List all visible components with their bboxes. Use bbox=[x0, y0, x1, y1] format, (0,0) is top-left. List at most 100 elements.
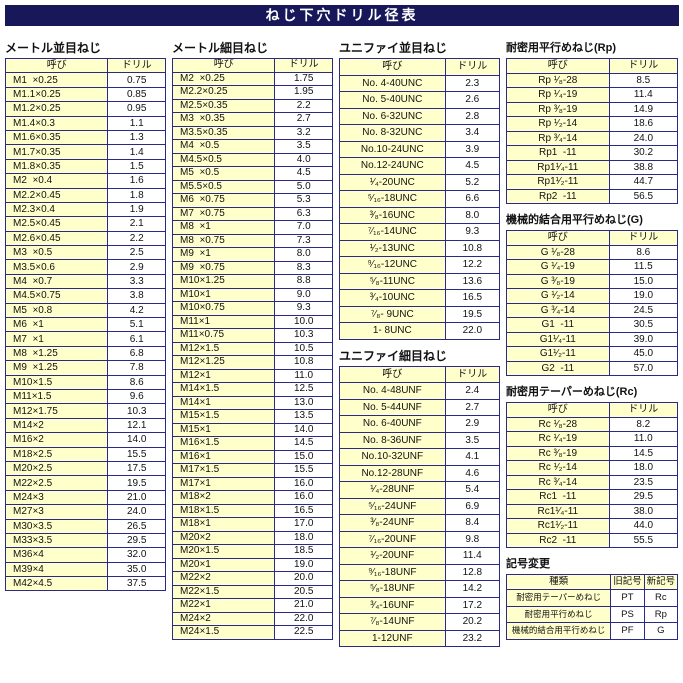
drill-cell: 2.4 bbox=[444, 382, 501, 400]
table-row: M20×1.5 18.5 bbox=[171, 544, 333, 559]
designation-cell: M6 ×0.75 bbox=[171, 193, 276, 208]
drill-cell: 10.0 bbox=[274, 314, 333, 329]
drill-cell: 12.2 bbox=[444, 256, 501, 274]
table-row: Rc1¹⁄₄-11 38.0 bbox=[506, 503, 679, 519]
drill-cell: 19.5 bbox=[107, 475, 166, 491]
table-row: M5.5×0.5 5.0 bbox=[171, 179, 333, 194]
designation-cell: Rp ¹⁄₈-28 bbox=[506, 72, 610, 88]
drill-cell: 37.5 bbox=[107, 576, 166, 592]
designation-cell: M24×2 bbox=[171, 611, 276, 626]
designation-cell: M5.5×0.5 bbox=[171, 179, 276, 194]
table-row: M15×1.5 13.5 bbox=[171, 409, 333, 424]
table-row: 耐密用平行めねじ PS Rp bbox=[505, 605, 679, 623]
table-row: ¹⁄₄-28UNF 5.4 bbox=[339, 481, 501, 499]
table-row: Rc1¹⁄₂-11 44.0 bbox=[506, 518, 679, 534]
drill-cell: 4.1 bbox=[444, 448, 501, 466]
designation-cell: M1.4×0.3 bbox=[4, 115, 109, 131]
drill-cell: 14.5 bbox=[608, 445, 679, 461]
drill-cell: 3.8 bbox=[107, 288, 166, 304]
drill-cell: 16.5 bbox=[274, 503, 333, 518]
drill-cell: 10.8 bbox=[444, 239, 501, 257]
rc-table: 呼び ドリル Rc ¹⁄₈-28 8.2 Rc ¹⁄₄-19 11.0 Rc ³⁄₈-19 1… bbox=[506, 402, 679, 548]
table-row: M6 ×1 5.1 bbox=[4, 317, 166, 333]
table-row: 1- 8UNC 22.0 bbox=[339, 322, 501, 340]
drill-cell: 10.8 bbox=[274, 355, 333, 370]
designation-cell: M22×2 bbox=[171, 571, 276, 586]
table-row: M10×1.5 8.6 bbox=[4, 374, 166, 390]
designation-cell: M30×3.5 bbox=[4, 518, 109, 534]
drill-cell: 17.5 bbox=[107, 460, 166, 477]
designation-cell: Rp1¹⁄₄-11 bbox=[506, 159, 610, 175]
drill-cell: 20.0 bbox=[274, 571, 333, 586]
table-row: M14×1 13.0 bbox=[171, 395, 333, 410]
designation-cell: No. 8-32UNC bbox=[339, 124, 446, 142]
designation-cell: Rc2 -11 bbox=[506, 532, 610, 548]
table-row: M16×1 15.0 bbox=[171, 449, 333, 464]
designation-cell: Rc1 -11 bbox=[506, 489, 610, 505]
column-header: 旧記号 bbox=[610, 574, 645, 590]
table-row: M2 ×0.25 1.75 bbox=[171, 71, 333, 86]
table-row: M7 ×0.75 6.3 bbox=[171, 206, 333, 221]
designation-cell: M2 ×0.25 bbox=[171, 71, 276, 86]
drill-cell: 19.5 bbox=[444, 305, 501, 323]
designation-cell: ¹⁄₂-20UNF bbox=[339, 547, 446, 565]
drill-cell: 8.6 bbox=[107, 374, 166, 390]
column-header: 呼び bbox=[506, 58, 610, 74]
table-row: M18×2.5 15.5 bbox=[4, 446, 166, 462]
designation-cell: Rc ¹⁄₄-19 bbox=[506, 431, 610, 447]
drill-cell: 8.8 bbox=[274, 274, 333, 289]
drill-cell: 45.0 bbox=[608, 346, 679, 362]
table-row: M12×1.25 10.8 bbox=[171, 355, 333, 370]
drill-cell: 8.0 bbox=[444, 206, 501, 224]
table-row: M24×1.5 22.5 bbox=[171, 625, 333, 640]
table-row: M24×3 21.0 bbox=[4, 489, 166, 506]
drill-cell: 20.2 bbox=[444, 613, 501, 631]
table-row: M1.6×0.35 1.3 bbox=[4, 129, 166, 146]
table-row: M16×2 14.0 bbox=[4, 432, 166, 448]
designation-cell: M22×1.5 bbox=[171, 584, 276, 599]
designation-cell: Rp ³⁄₈-19 bbox=[506, 101, 610, 117]
table-row: M1.4×0.3 1.1 bbox=[4, 115, 166, 131]
designation-cell: M10×1.25 bbox=[171, 274, 276, 289]
column-header: 呼び bbox=[506, 230, 610, 246]
drill-cell: 16.0 bbox=[274, 490, 333, 505]
designation-cell: M9 ×1.25 bbox=[4, 360, 109, 376]
unified-fine-table: 呼び ドリル No. 4-48UNF 2.4 No. 5-44UNF 2.7 No. 6-4… bbox=[339, 365, 501, 648]
designation-cell: No.10-24UNC bbox=[339, 140, 446, 158]
drill-cell: 44.7 bbox=[608, 174, 679, 190]
designation-cell: M24×3 bbox=[4, 489, 109, 506]
table-row: M9 ×0.75 8.3 bbox=[171, 260, 333, 275]
designation-cell: M11×1.5 bbox=[4, 388, 109, 405]
designation-cell: M10×0.75 bbox=[171, 301, 276, 316]
designation-cell: M7 ×1 bbox=[4, 331, 109, 347]
designation-cell: ⁵⁄₁₆-24UNF bbox=[339, 497, 446, 515]
designation-cell: M14×1 bbox=[171, 395, 276, 410]
drill-cell: 2.8 bbox=[444, 107, 501, 125]
table-row: Rc ¹⁄₈-28 8.2 bbox=[506, 416, 679, 432]
designation-cell: ⁹⁄₁₆-12UNC bbox=[339, 256, 446, 274]
designation-cell: No. 6-40UNF bbox=[339, 415, 446, 433]
table-row: Rp2 -11 56.5 bbox=[506, 188, 679, 204]
designation-cell: M24×1.5 bbox=[171, 625, 276, 640]
table-row: M10×1 9.0 bbox=[171, 287, 333, 302]
drill-cell: 1.1 bbox=[107, 115, 166, 131]
table-row: M18×2 16.0 bbox=[171, 490, 333, 505]
designation-cell: M20×2.5 bbox=[4, 460, 109, 477]
table-row: M2.2×0.25 1.95 bbox=[171, 85, 333, 100]
table-row: M42×4.5 37.5 bbox=[4, 576, 166, 592]
table-row: ⁹⁄₁₆-12UNC 12.2 bbox=[339, 256, 501, 274]
section-title-unified-coarse: ユニファイ並目ねじ bbox=[339, 41, 448, 55]
column-header: 種類 bbox=[505, 574, 612, 590]
drill-cell: 7.8 bbox=[107, 360, 166, 376]
table-row: No. 4-48UNF 2.4 bbox=[339, 382, 501, 400]
designation-cell: Rp1¹⁄₂-11 bbox=[506, 174, 610, 190]
table-row: Rp1¹⁄₄-11 38.8 bbox=[506, 159, 679, 175]
drill-cell: 18.0 bbox=[608, 460, 679, 476]
table-row: M8 ×1.25 6.8 bbox=[4, 345, 166, 362]
table-row: M11×1 10.0 bbox=[171, 314, 333, 329]
designation-cell: ⁷⁄₁₆-14UNC bbox=[339, 223, 446, 241]
designation-cell: M33×3.5 bbox=[4, 532, 109, 549]
drill-cell: 9.6 bbox=[107, 388, 166, 405]
table-row: M22×2.5 19.5 bbox=[4, 475, 166, 491]
drill-cell: 18.6 bbox=[608, 116, 679, 132]
